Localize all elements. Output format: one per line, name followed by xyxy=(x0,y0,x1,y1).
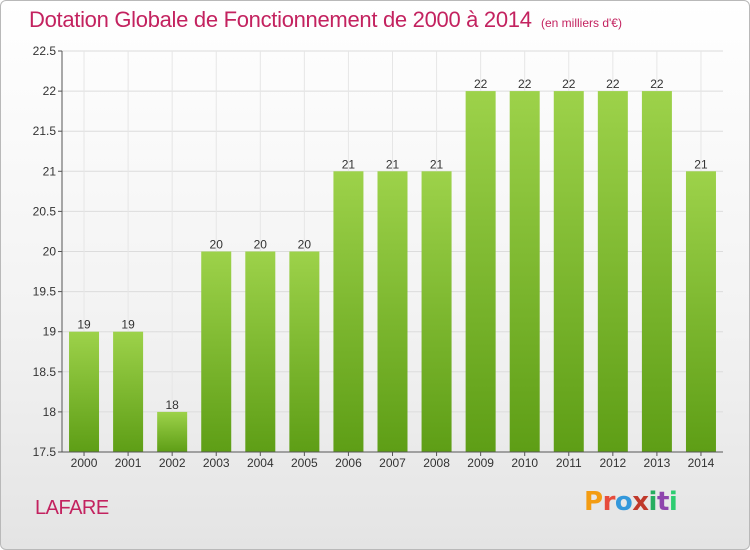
bar xyxy=(69,331,100,452)
x-tick-label: 2007 xyxy=(379,456,406,470)
bar xyxy=(641,91,672,452)
y-tick-label: 19 xyxy=(43,325,57,339)
bar-value-label: 20 xyxy=(254,238,268,252)
logo-letter: i xyxy=(648,487,658,517)
bar-value-label: 22 xyxy=(650,77,664,91)
logo-letter: o xyxy=(614,487,633,517)
bar-value-label: 18 xyxy=(165,398,179,412)
bar xyxy=(377,171,408,453)
x-tick-label: 2010 xyxy=(511,456,538,470)
logo-letter: t xyxy=(656,487,669,517)
bar-value-label: 22 xyxy=(562,77,576,91)
y-tick-label: 17.5 xyxy=(33,445,57,459)
logo-letter: r xyxy=(602,487,616,517)
bar-value-label: 21 xyxy=(430,157,444,171)
bar xyxy=(597,91,628,452)
bar-value-label: 19 xyxy=(77,318,91,332)
x-tick-label: 2012 xyxy=(599,456,626,470)
bar-value-label: 21 xyxy=(694,157,708,171)
bar xyxy=(289,251,320,452)
bar xyxy=(113,331,144,452)
bar-value-label: 22 xyxy=(518,77,532,91)
bar-chart: 17.5 18 18.5 19 19.5 20 20.5 21 21.5 22 22.5 2000 20… xyxy=(33,44,723,470)
y-tick-label: 19.5 xyxy=(33,285,57,299)
bar-value-label: 22 xyxy=(474,77,488,91)
bar-value-label: 20 xyxy=(298,238,312,252)
y-tick-label: 21 xyxy=(43,164,57,178)
chart-subtitle: (en milliers d'€) xyxy=(541,16,622,30)
y-tick-label: 22 xyxy=(43,84,57,98)
x-tick-label: 2004 xyxy=(247,456,274,470)
bar xyxy=(245,251,276,452)
x-tick-label: 2014 xyxy=(688,456,715,470)
x-tick-label: 2000 xyxy=(71,456,98,470)
commune-name: LAFARE xyxy=(35,497,109,519)
bar-value-label: 21 xyxy=(342,157,356,171)
x-tick-label: 2005 xyxy=(291,456,318,470)
bar xyxy=(685,171,716,453)
bar xyxy=(553,91,584,452)
bar xyxy=(465,91,496,452)
chart-title: Dotation Globale de Fonctionnement de 20… xyxy=(29,7,532,32)
y-tick-label: 20.5 xyxy=(33,204,57,218)
bar xyxy=(157,411,188,452)
logo-letter: x xyxy=(632,487,649,517)
x-tick-label: 2008 xyxy=(423,456,450,470)
bar-value-label: 21 xyxy=(386,157,400,171)
x-tick-label: 2003 xyxy=(203,456,230,470)
y-tick-label: 20 xyxy=(43,245,57,259)
bar xyxy=(421,171,452,453)
x-tick-label: 2001 xyxy=(115,456,142,470)
x-tick-label: 2006 xyxy=(335,456,362,470)
proxiti-logo: Proxiti xyxy=(584,487,678,517)
x-tick-label: 2011 xyxy=(556,456,582,470)
bar-value-label: 19 xyxy=(121,318,135,332)
logo-letter: P xyxy=(584,487,603,517)
y-tick-label: 18.5 xyxy=(33,365,57,379)
x-tick-label: 2013 xyxy=(644,456,671,470)
bar xyxy=(333,171,364,453)
x-tick-label: 2002 xyxy=(159,456,186,470)
bar xyxy=(509,91,540,452)
bar xyxy=(201,251,232,452)
bar-value-label: 22 xyxy=(606,77,620,91)
y-tick-label: 18 xyxy=(43,405,57,419)
logo-letter: i xyxy=(668,487,678,517)
x-tick-label: 2009 xyxy=(467,456,494,470)
y-tick-label: 22.5 xyxy=(33,44,57,58)
y-tick-label: 21.5 xyxy=(33,124,57,138)
bar-value-label: 20 xyxy=(210,238,224,252)
